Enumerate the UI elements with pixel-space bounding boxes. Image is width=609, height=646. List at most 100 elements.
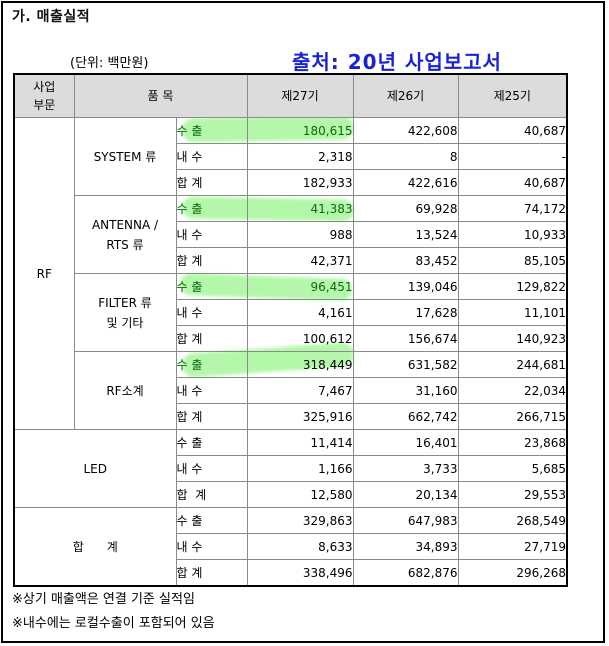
value-p25: 22,034 [457,377,568,404]
row-kind: 수 출 [175,273,248,300]
value-p27: 41,383 [246,195,354,222]
table-row: RF소계 수 출 318,449 631,582 244,681 [14,351,568,430]
row-kind: 내 수 [175,299,248,326]
row-kind: 수 출 [175,507,248,534]
value-p27: 338,496 [246,559,354,587]
value-p25: 244,681 [457,351,568,378]
value-p26: 69,928 [352,195,459,222]
value-p25: 266,715 [457,403,568,430]
row-kind: 합 계 [175,325,248,352]
row-kind: 합 계 [175,481,248,508]
value-p26: 662,742 [352,403,459,430]
table-row: 합 계 182,933 422,616 40,687 [14,169,568,196]
value-p27: 7,467 [246,377,354,404]
header-item: 품 목 [73,73,248,118]
value-p25: 29,553 [457,481,568,508]
value-p26: 83,452 [352,247,459,274]
value-p26: 13,524 [352,221,459,248]
row-kind: 수 출 [175,117,248,144]
value-p26: 17,628 [352,299,459,326]
value-p26: 16,401 [352,429,459,456]
value-p26: 631,582 [352,351,459,378]
value-p25: 27,719 [457,533,568,560]
value-p27: 11,414 [246,429,354,456]
value-p26: 8 [352,143,459,170]
value-p27: 4,161 [246,299,354,326]
value-p25: 74,172 [457,195,568,222]
value-p26: 20,134 [352,481,459,508]
value-p26: 156,674 [352,325,459,352]
value-p25: 11,101 [457,299,568,326]
value-p27: 96,451 [246,273,354,300]
item-group-system: SYSTEM 류 [73,117,177,196]
table-row: 합 계 325,916 662,742 266,715 [14,403,568,430]
item-group-filter: FILTER 류 및 기타 [73,273,177,352]
value-p25: 23,868 [457,429,568,456]
sales-performance-table: 사업 부문 품 목 제27기 제26기 제25기 RF SYSTEM 류 수 출… [13,73,568,587]
row-kind: 합 계 [175,247,248,274]
table-row: 내 수 988 13,524 10,933 [14,221,568,248]
value-p27: 8,633 [246,533,354,560]
value-p27: 1,166 [246,455,354,482]
value-p25: 40,687 [457,169,568,196]
source-annotation: 출처: 20년 사업보고서 [292,50,502,74]
unit-label: (단위: 백만원) [70,56,149,71]
value-p25: 40,687 [457,117,568,144]
row-kind: 합 계 [175,403,248,430]
row-kind: 합 계 [175,559,248,587]
header-period-26: 제26기 [352,73,459,118]
header-period-25: 제25기 [457,73,568,118]
value-p26: 422,616 [352,169,459,196]
row-kind: 내 수 [175,455,248,482]
value-p25: 85,105 [457,247,568,274]
footnote-local-export: ※내수에는 로컬수출이 포함되어 있음 [12,616,215,631]
table-row: FILTER 류 및 기타 수 출 96,451 139,046 129,822 [14,273,568,352]
table-row: LED 수 출 11,414 16,401 23,868 [13,429,568,508]
item-group-rf-subtotal: RF소계 [73,351,177,430]
table-row: 내 수 2,318 8 - [14,143,568,170]
table-header-row: 사업 부문 품 목 제27기 제26기 제25기 [13,73,568,118]
header-period-27: 제27기 [246,73,354,118]
table-row: 내 수 4,161 17,628 11,101 [14,299,568,326]
value-p25: - [457,143,568,170]
row-kind: 내 수 [175,533,248,560]
value-p26: 682,876 [352,559,459,587]
value-p26: 139,046 [352,273,459,300]
division-total: 합 계 [13,507,177,587]
division-led: LED [13,429,177,508]
row-kind: 수 출 [175,195,248,222]
row-kind: 수 출 [175,351,248,378]
table-row: RF SYSTEM 류 수 출 180,615 422,608 40,687 [13,117,568,430]
value-p27: 182,933 [246,169,354,196]
header-division: 사업 부문 [13,73,75,118]
row-kind: 수 출 [175,429,248,456]
value-p27: 42,371 [246,247,354,274]
value-p25: 5,685 [457,455,568,482]
value-p27: 325,916 [246,403,354,430]
value-p27: 318,449 [246,351,354,378]
value-p26: 422,608 [352,117,459,144]
division-rf: RF [13,117,75,430]
section-title: 가. 매출실적 [12,9,91,25]
footnote-consolidated: ※상기 매출액은 연결 기준 실적임 [12,592,195,607]
table-row: ANTENNA / RTS 류 수 출 41,383 69,928 74,172 [14,195,568,274]
value-p27: 180,615 [246,117,354,144]
footnotes: ※상기 매출액은 연결 기준 실적임 ※내수에는 로컬수출이 포함되어 있음 [12,588,215,636]
value-p25: 268,549 [457,507,568,534]
row-kind: 합 계 [175,169,248,196]
value-p25: 140,923 [457,325,568,352]
row-kind: 내 수 [175,377,248,404]
value-p26: 31,160 [352,377,459,404]
value-p27: 329,863 [246,507,354,534]
value-p27: 988 [246,221,354,248]
value-p26: 647,983 [352,507,459,534]
value-p26: 3,733 [352,455,459,482]
value-p27: 12,580 [246,481,354,508]
value-p25: 10,933 [457,221,568,248]
table-row: 합 계 수 출 329,863 647,983 268,549 [13,507,568,587]
value-p25: 296,268 [457,559,568,587]
value-p26: 34,893 [352,533,459,560]
item-group-antenna: ANTENNA / RTS 류 [73,195,177,274]
table-row: 합 계 338,496 682,876 296,268 [14,559,568,587]
